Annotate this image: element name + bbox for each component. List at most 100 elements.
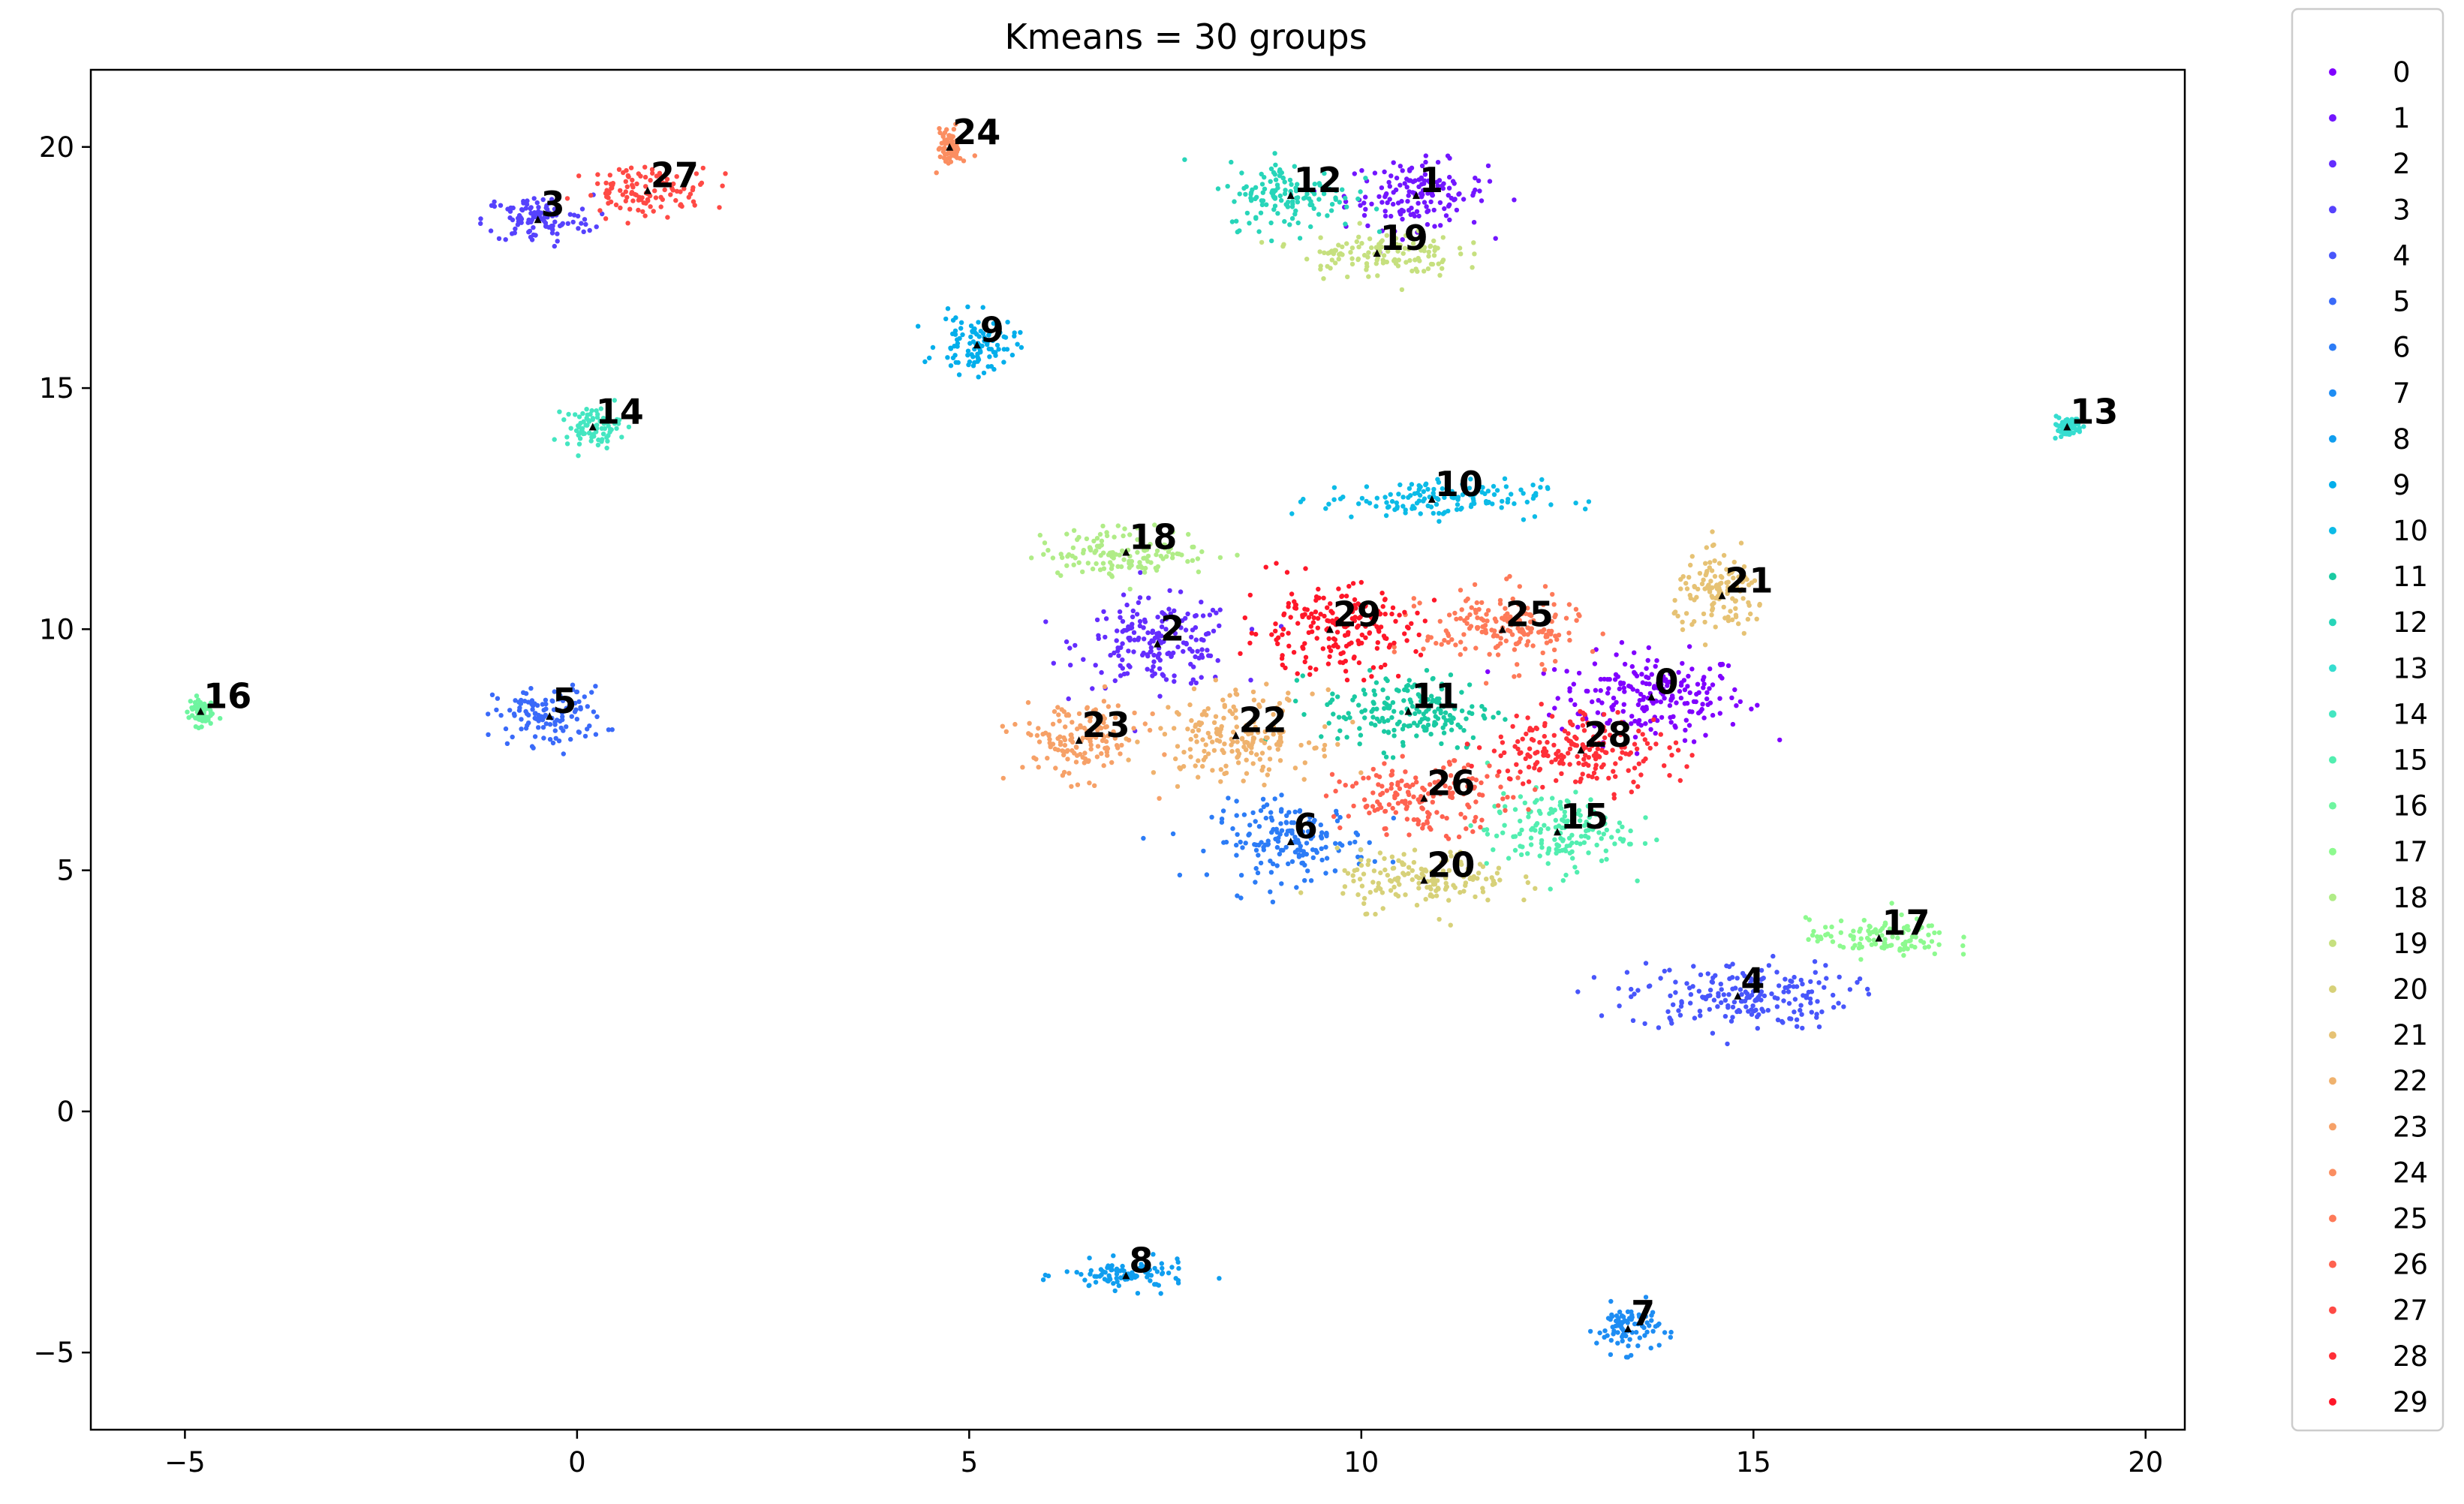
point bbox=[1498, 784, 1503, 790]
point bbox=[1281, 611, 1287, 616]
point bbox=[958, 326, 964, 331]
point bbox=[1483, 630, 1489, 636]
point bbox=[630, 198, 636, 203]
legend: 0123456789101112131415161718192021222324… bbox=[2291, 8, 2444, 1432]
point bbox=[1480, 793, 1485, 798]
point bbox=[1093, 735, 1099, 740]
point bbox=[1473, 778, 1479, 783]
point bbox=[564, 441, 570, 447]
point bbox=[1484, 861, 1489, 866]
point bbox=[1279, 793, 1284, 798]
point bbox=[1710, 712, 1716, 718]
point bbox=[1416, 692, 1422, 697]
point bbox=[1707, 1006, 1712, 1012]
point bbox=[1541, 671, 1546, 676]
point bbox=[1566, 602, 1572, 607]
point bbox=[1476, 606, 1482, 612]
point bbox=[1550, 796, 1555, 801]
point bbox=[608, 426, 613, 432]
point bbox=[1422, 618, 1428, 624]
point bbox=[1652, 684, 1657, 689]
point bbox=[1510, 723, 1515, 729]
point bbox=[478, 221, 483, 227]
point bbox=[1227, 708, 1233, 714]
point bbox=[1237, 191, 1242, 197]
point bbox=[1162, 544, 1168, 550]
point bbox=[1310, 691, 1315, 696]
point bbox=[1473, 799, 1479, 805]
point bbox=[1658, 976, 1663, 981]
point bbox=[1322, 170, 1327, 176]
point bbox=[1094, 543, 1100, 549]
point bbox=[1196, 758, 1201, 763]
point bbox=[526, 712, 531, 717]
point bbox=[1307, 672, 1313, 677]
point bbox=[1695, 681, 1701, 687]
point bbox=[1101, 699, 1107, 704]
legend-label: 0 bbox=[2393, 56, 2411, 89]
point bbox=[1668, 1018, 1674, 1023]
point bbox=[1124, 602, 1130, 608]
point bbox=[1214, 738, 1220, 743]
point bbox=[1505, 795, 1510, 800]
point bbox=[1193, 733, 1199, 738]
point bbox=[1524, 874, 1529, 880]
point bbox=[1440, 681, 1445, 687]
point bbox=[576, 699, 582, 705]
point bbox=[1659, 714, 1665, 720]
point bbox=[2075, 427, 2080, 432]
point bbox=[1549, 714, 1555, 719]
point bbox=[1410, 268, 1415, 274]
point bbox=[967, 359, 973, 365]
point bbox=[1307, 814, 1313, 820]
point bbox=[965, 353, 970, 358]
point bbox=[1635, 1343, 1641, 1349]
point bbox=[1595, 746, 1600, 751]
point bbox=[1807, 996, 1813, 1002]
point bbox=[1418, 243, 1424, 248]
point bbox=[1794, 984, 1800, 989]
point bbox=[1340, 495, 1346, 500]
point bbox=[1717, 696, 1722, 701]
point bbox=[543, 712, 549, 718]
point bbox=[1611, 769, 1616, 775]
legend-item-8: 8 bbox=[2329, 423, 2411, 456]
point bbox=[1167, 588, 1172, 594]
cluster-21-points bbox=[1671, 529, 1762, 648]
point bbox=[1599, 836, 1604, 841]
point bbox=[1047, 736, 1052, 742]
point bbox=[968, 334, 973, 340]
point bbox=[1695, 710, 1701, 716]
point bbox=[1118, 673, 1124, 678]
point bbox=[1384, 259, 1390, 265]
point bbox=[1396, 257, 1402, 263]
point bbox=[1602, 1328, 1608, 1334]
point bbox=[1378, 664, 1384, 670]
point bbox=[1421, 489, 1427, 495]
point bbox=[594, 224, 599, 230]
centroid-marker bbox=[1875, 934, 1883, 942]
point bbox=[1176, 552, 1182, 557]
point bbox=[1127, 586, 1133, 592]
x-tick-label: 5 bbox=[961, 1446, 979, 1478]
point bbox=[1568, 697, 1574, 702]
point bbox=[1259, 239, 1265, 245]
point bbox=[1346, 814, 1352, 819]
point bbox=[1406, 871, 1411, 877]
point bbox=[1634, 746, 1640, 751]
point bbox=[1099, 750, 1104, 757]
point bbox=[1109, 1267, 1115, 1273]
point bbox=[1745, 616, 1751, 622]
point bbox=[1804, 995, 1809, 1000]
point bbox=[1656, 1025, 1662, 1030]
point bbox=[1359, 632, 1365, 638]
point bbox=[1253, 819, 1258, 824]
point bbox=[1479, 489, 1485, 495]
point bbox=[578, 705, 583, 710]
point bbox=[606, 727, 612, 732]
point bbox=[1112, 735, 1118, 741]
point bbox=[1771, 953, 1776, 959]
point bbox=[1497, 597, 1503, 603]
point bbox=[2059, 434, 2064, 439]
point bbox=[1503, 606, 1508, 611]
